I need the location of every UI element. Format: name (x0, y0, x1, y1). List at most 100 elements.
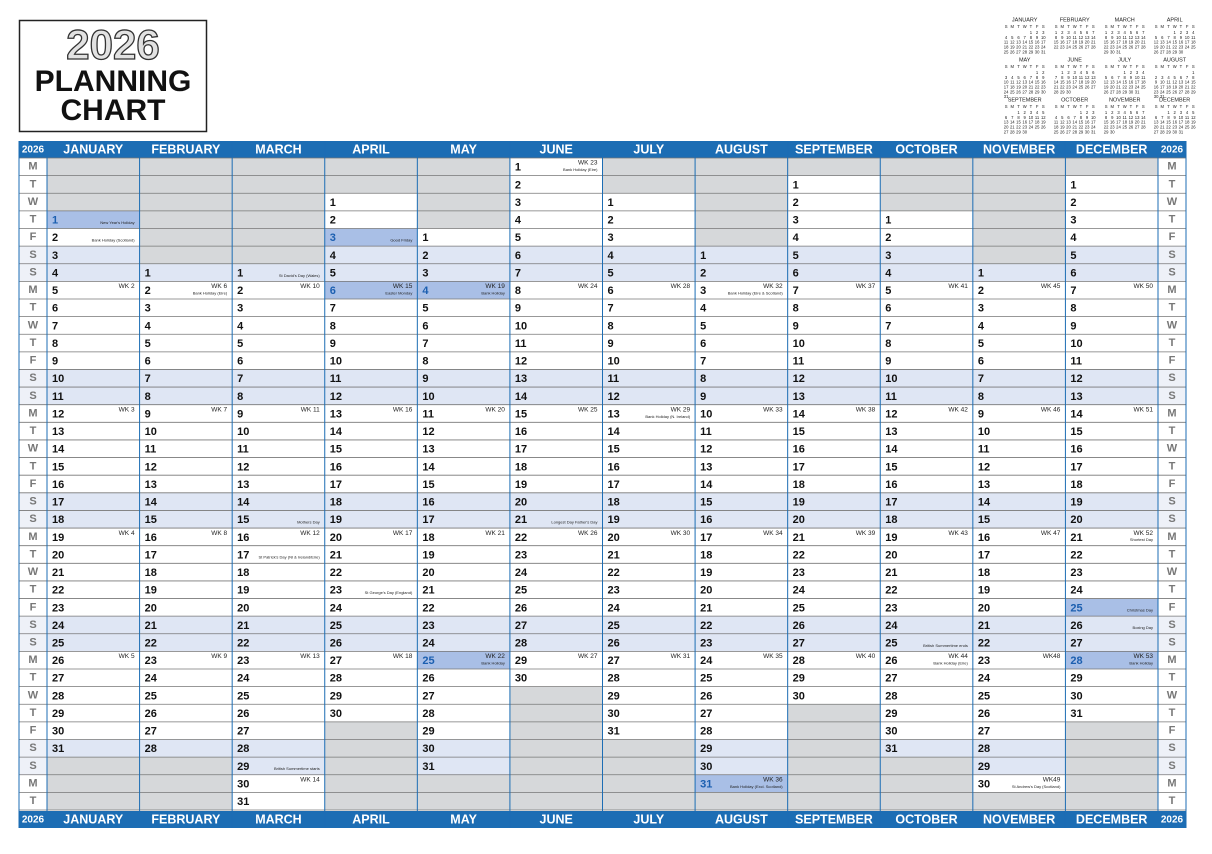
mini-day: 13 (1179, 80, 1184, 85)
day-cell (880, 404, 973, 423)
mini-day: 12 (1129, 115, 1134, 120)
weekday-label: T (30, 425, 37, 437)
mini-day: 8 (1167, 115, 1170, 120)
day-cell (880, 721, 973, 740)
day-number: 21 (978, 620, 990, 632)
week-label: WK 38 (856, 406, 876, 413)
day-number: 4 (515, 215, 522, 227)
mini-day: 18 (1122, 120, 1127, 125)
weekday-label: F (1169, 231, 1176, 243)
mini-day: 18 (1122, 40, 1127, 45)
day-number: 29 (422, 726, 434, 738)
day-cell (787, 439, 881, 458)
day-cell (232, 651, 325, 670)
weekday-label: W (1167, 689, 1178, 701)
day-number: 19 (422, 549, 434, 561)
mini-day: 5 (1080, 30, 1083, 35)
day-cell (602, 404, 696, 423)
day-number: 31 (1070, 708, 1082, 720)
mini-day: 5 (1011, 35, 1014, 40)
holiday-note: St Patrick's Day (NI & Ireland/Eire) (259, 555, 321, 560)
day-cell (602, 757, 696, 775)
mini-day: 1 (1174, 30, 1177, 35)
mini-day: 20 (1110, 85, 1115, 90)
day-cell (47, 545, 140, 564)
day-cell (417, 669, 510, 687)
mini-day: 4 (1005, 35, 1008, 40)
day-cell (232, 492, 325, 511)
day-number: 17 (700, 532, 712, 544)
week-label: WK 17 (393, 530, 413, 537)
day-cell (787, 669, 881, 687)
day-cell (417, 757, 510, 775)
holiday-note: Bank Holiday (481, 660, 505, 665)
mini-day: 12 (1104, 80, 1109, 85)
day-cell (232, 334, 325, 352)
mini-day: 13 (1091, 75, 1096, 80)
day-cell (232, 739, 325, 758)
week-label: WK 11 (301, 406, 320, 413)
mini-day: 31 (1004, 94, 1009, 99)
day-number: 31 (422, 761, 434, 773)
week-label: WK49 (1043, 776, 1061, 783)
mini-weekday: M (1061, 24, 1065, 29)
weekday-label: T (30, 460, 37, 472)
mini-day: 17 (1116, 120, 1121, 125)
day-cell (787, 351, 881, 370)
mini-day: 20 (1022, 85, 1027, 90)
day-cell (695, 669, 788, 687)
mini-weekday: T (1017, 64, 1020, 69)
mini-weekday: M (1111, 64, 1115, 69)
day-number: 2 (237, 285, 243, 297)
day-cell (324, 175, 418, 194)
mini-day: 3 (1161, 75, 1164, 80)
day-number: 6 (515, 250, 521, 262)
day-cell (880, 545, 973, 564)
mini-day: 8 (1105, 35, 1108, 40)
day-number: 7 (700, 356, 706, 368)
day-cell (47, 193, 140, 211)
mini-day: 29 (1029, 49, 1034, 54)
day-number: 22 (978, 638, 990, 650)
day-number: 1 (608, 197, 614, 209)
day-cell (417, 704, 510, 722)
day-cell (139, 369, 233, 388)
mini-weekday: S (1042, 24, 1045, 29)
week-label: WK 39 (856, 530, 876, 537)
day-number: 19 (700, 567, 712, 579)
mini-day: 15 (1079, 120, 1084, 125)
mini-day: 31 (1041, 49, 1046, 54)
mini-day: 31 (1160, 94, 1165, 99)
day-number: 2 (330, 215, 336, 227)
day-cell (695, 387, 788, 405)
mini-day: 21 (1185, 85, 1190, 90)
mini-weekday: T (1117, 104, 1120, 109)
mini-day: 2 (1155, 75, 1158, 80)
day-number: 21 (793, 532, 805, 544)
mini-day: 24 (1029, 125, 1034, 130)
day-cell (47, 633, 140, 652)
day-cell (509, 704, 603, 722)
day-cell (1065, 457, 1158, 476)
weekday-label: W (28, 196, 39, 208)
day-cell (787, 298, 881, 317)
day-cell (1065, 633, 1158, 652)
mini-day: 12 (1085, 75, 1090, 80)
mini-day: 3 (1074, 70, 1077, 75)
day-number: 7 (515, 267, 521, 279)
mini-weekday: S (1192, 24, 1195, 29)
weekday-label: S (29, 390, 36, 402)
day-cell (417, 528, 510, 546)
mini-month-name: OCTOBER (1061, 97, 1088, 103)
mini-day: 4 (1192, 30, 1195, 35)
day-number: 7 (1070, 285, 1076, 297)
day-number: 31 (52, 743, 64, 755)
day-number: 14 (422, 461, 435, 473)
day-cell (972, 439, 1066, 458)
day-number: 3 (608, 232, 614, 244)
day-number: 30 (422, 743, 434, 755)
day-cell (1065, 563, 1158, 581)
day-cell (972, 580, 1066, 599)
holiday-note: Boxing Day (1133, 625, 1153, 630)
day-cell (139, 228, 233, 247)
